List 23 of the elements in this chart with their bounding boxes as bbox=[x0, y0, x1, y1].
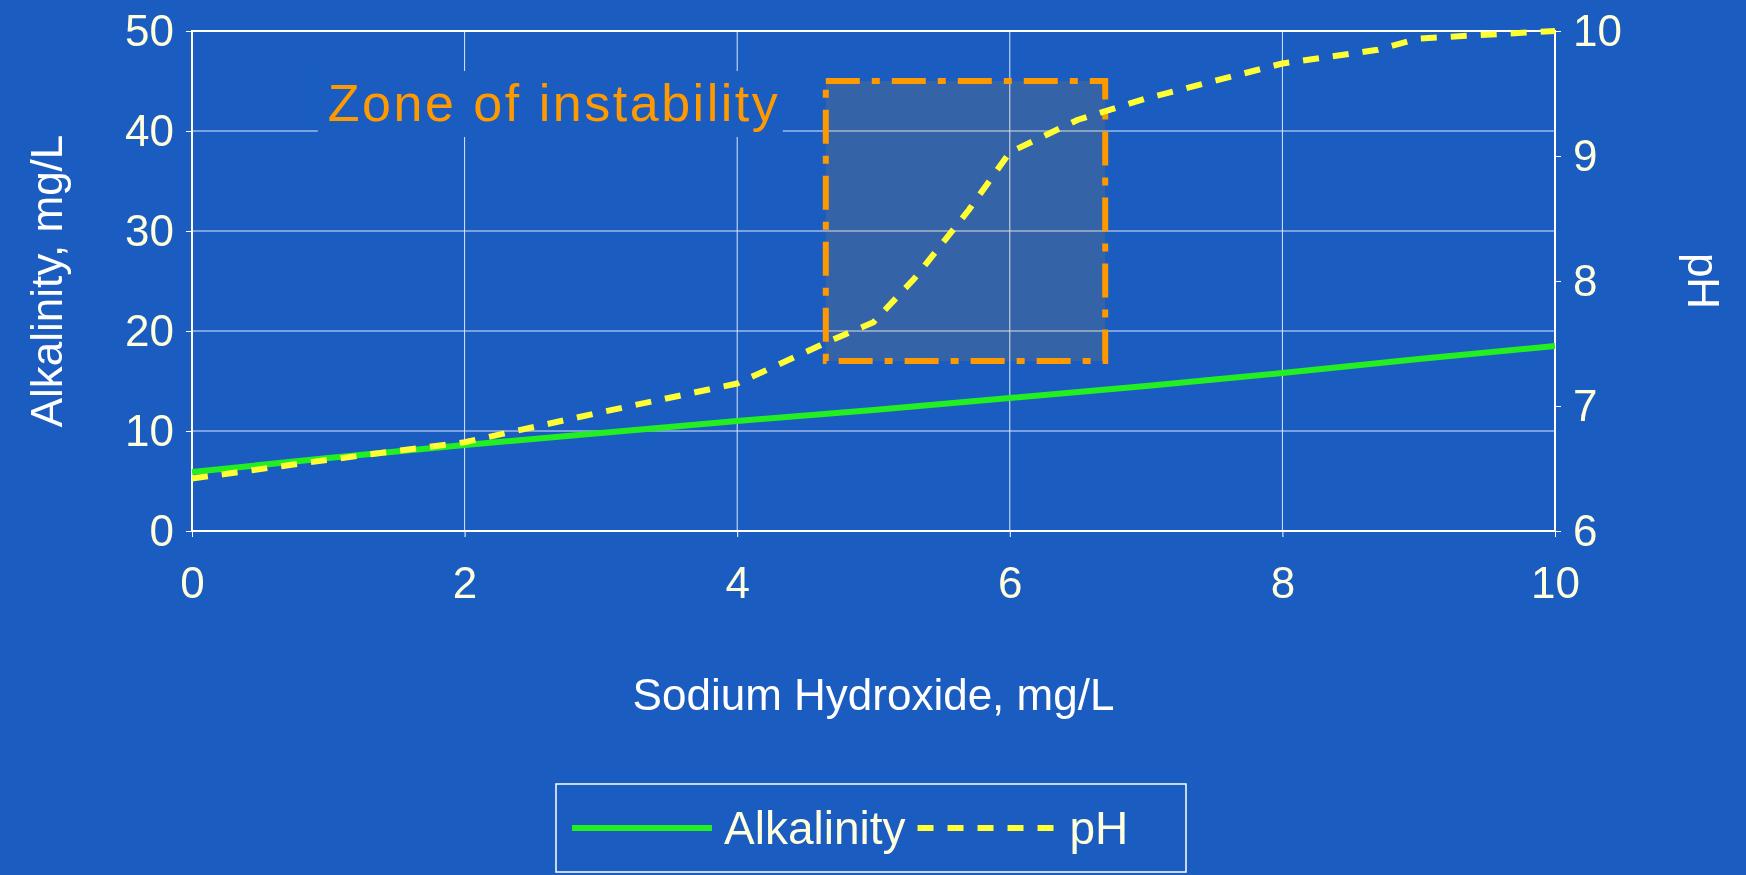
y2-tick-label: 9 bbox=[1573, 130, 1598, 180]
y-tick-label: 0 bbox=[149, 505, 174, 555]
y-tick-label: 40 bbox=[125, 105, 174, 155]
legend-label: pH bbox=[1069, 802, 1129, 854]
y-tick-label: 30 bbox=[125, 205, 174, 255]
x-tick-label: 2 bbox=[452, 557, 478, 607]
y2-axis-title: pH bbox=[1679, 252, 1728, 310]
legend-label: Alkalinity bbox=[724, 802, 906, 854]
x-tick-label: 10 bbox=[1531, 557, 1580, 607]
x-tick-label: 0 bbox=[180, 557, 205, 607]
x-tick-label: 6 bbox=[998, 557, 1023, 607]
y2-tick-label: 6 bbox=[1573, 505, 1598, 555]
y-tick-label: 50 bbox=[125, 5, 174, 55]
x-tick-label: 4 bbox=[725, 557, 750, 607]
band-label: Zone of instability bbox=[327, 74, 778, 132]
y2-tick-label: 10 bbox=[1573, 5, 1622, 55]
x-axis-title: Sodium Hydroxide, mg/L bbox=[632, 670, 1115, 719]
x-tick-label: 8 bbox=[1270, 557, 1296, 607]
y2-tick-label: 8 bbox=[1573, 255, 1598, 305]
y-tick-label: 10 bbox=[125, 405, 174, 455]
y2-tick-label: 7 bbox=[1573, 380, 1598, 430]
y-tick-label: 20 bbox=[125, 305, 174, 355]
y-axis-title: Alkalinity, mg/L bbox=[22, 134, 71, 428]
